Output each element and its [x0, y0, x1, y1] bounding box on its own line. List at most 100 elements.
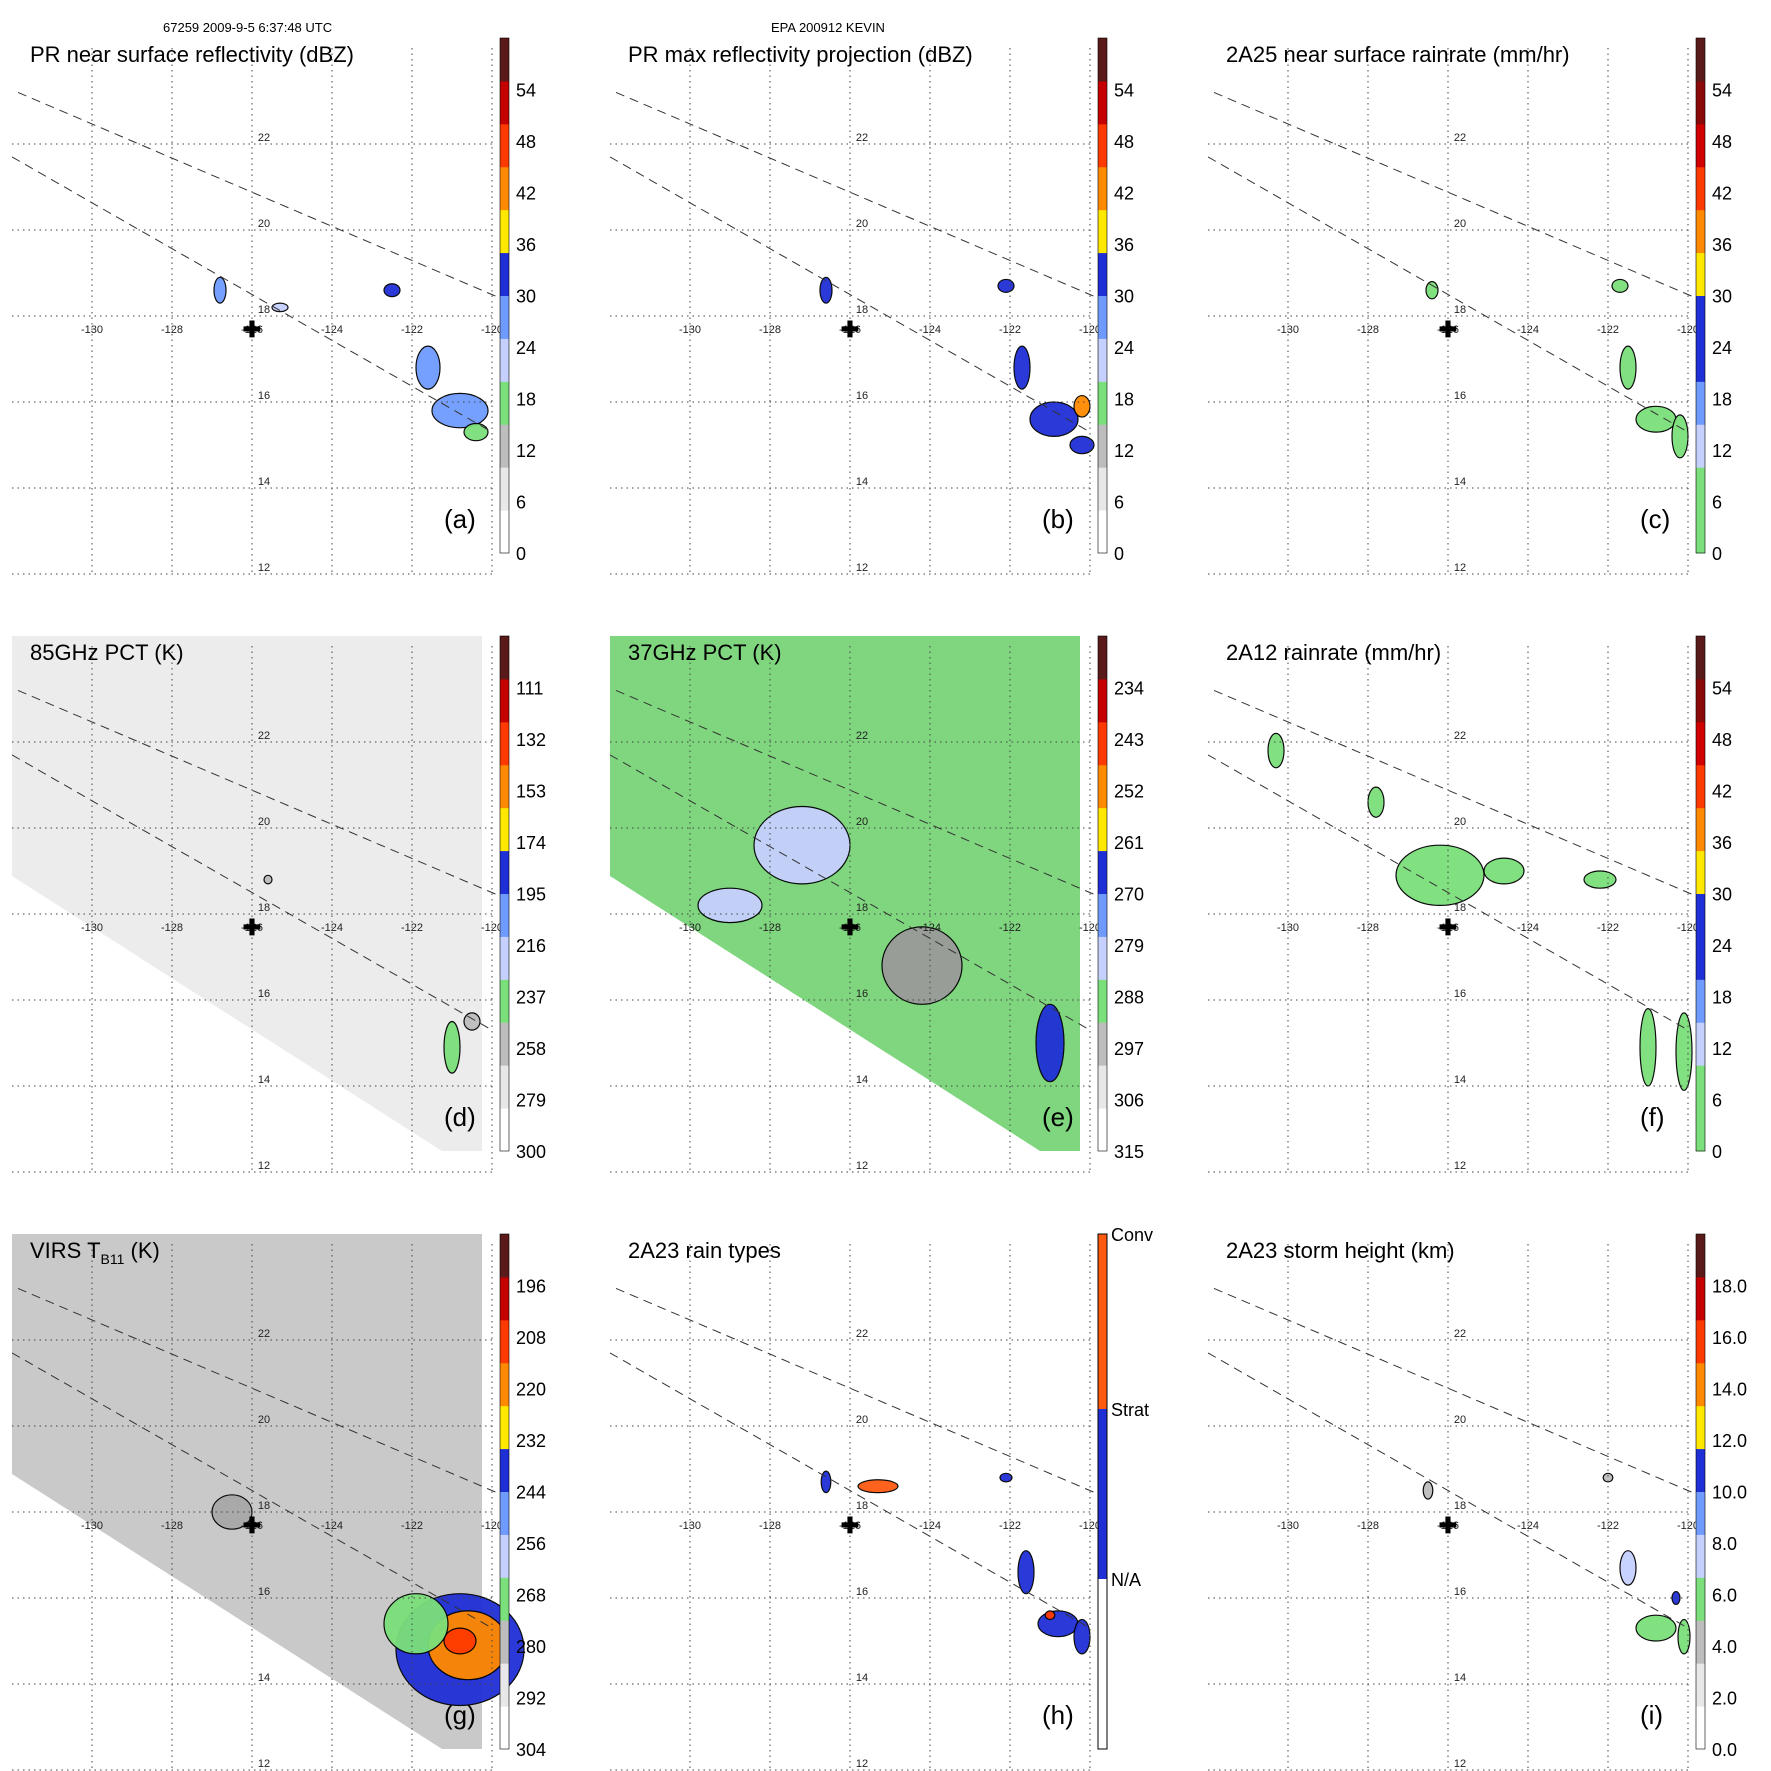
colorbar-tick-label: 304	[516, 1740, 546, 1760]
rain-feature	[1583, 870, 1617, 889]
rain-feature	[1425, 281, 1439, 300]
colorbar-tick-label: 48	[1712, 132, 1732, 152]
colorbar-segment	[1696, 1663, 1705, 1707]
colorbar-segment	[500, 209, 509, 254]
lat-tick-label: 12	[856, 1758, 868, 1770]
lon-tick-label: -126	[839, 922, 861, 934]
colorbar-tick-label: 300	[516, 1142, 546, 1162]
colorbar-tick-label: 208	[516, 1328, 546, 1348]
colorbar-segment	[1696, 381, 1705, 425]
colorbar-segment	[500, 80, 509, 125]
lon-tick-label: -130	[1277, 922, 1299, 934]
lat-tick-label: 12	[856, 1160, 868, 1172]
rain-feature	[431, 392, 489, 429]
swath-edge-line	[609, 754, 1091, 1031]
rain-feature	[271, 302, 289, 313]
colorbar-tick-label: 261	[1114, 833, 1144, 853]
colorbar-tick-label: 12	[1712, 1039, 1732, 1059]
colorbar: 0 6 12 18 24 30 36 42 48 54	[499, 37, 536, 564]
lon-tick-label: -128	[759, 324, 781, 336]
colorbar-frame	[1695, 1233, 1706, 1750]
colorbar-segment	[500, 1534, 509, 1578]
colorbar-tick-label: 270	[1114, 885, 1144, 905]
lon-tick-label: -124	[919, 1520, 941, 1532]
colorbar-tick-label: 0	[516, 544, 526, 564]
colorbar-segment	[1098, 338, 1107, 382]
lat-tick-label: 22	[1454, 132, 1466, 144]
colorbar-tick-label: 42	[1712, 782, 1732, 802]
storm-center-marker: ✚	[243, 915, 261, 940]
lat-tick-label: 18	[258, 304, 270, 316]
colorbar-tick-label: Conv	[1111, 1225, 1153, 1245]
rain-feature	[1639, 1008, 1657, 1087]
colorbar-tick-label: 16.0	[1712, 1328, 1747, 1348]
colorbar-tick-label: 54	[516, 81, 536, 101]
colorbar-segment	[500, 1276, 509, 1321]
colorbar-segment	[1696, 979, 1705, 1023]
colorbar-segment	[1696, 893, 1705, 937]
colorbar-tick-label: 153	[516, 782, 546, 802]
panel-title: 37GHz PCT (K)	[628, 640, 782, 665]
lon-tick-label: -126	[241, 922, 263, 934]
colorbar-segment	[1098, 807, 1107, 852]
lon-tick-label: -124	[919, 922, 941, 934]
storm-center-marker: ✚	[841, 1513, 859, 1538]
panel-title: PR max reflectivity projection (dBZ)	[628, 42, 973, 67]
colorbar-tick-label: 279	[1114, 936, 1144, 956]
colorbar-tick-label: 42	[1114, 184, 1134, 204]
swath-edge-line	[609, 1352, 1091, 1629]
rain-feature	[1037, 1610, 1079, 1638]
colorbar-segment	[1098, 1022, 1107, 1066]
colorbar-segment	[1098, 209, 1107, 254]
lon-tick-label: -120	[1079, 1520, 1101, 1532]
colorbar-segment	[500, 936, 509, 980]
lat-tick-label: 18	[258, 1500, 270, 1512]
rain-feature	[383, 1593, 449, 1655]
colorbar-segment	[500, 338, 509, 382]
colorbar-segment	[1696, 1706, 1705, 1750]
rain-feature	[1029, 401, 1079, 438]
colorbar-segment	[500, 979, 509, 1023]
colorbar-tick-label: 216	[516, 936, 546, 956]
swath-edge-line	[1207, 754, 1689, 1031]
colorbar-segment	[1098, 764, 1107, 809]
colorbar-tick-label: 18	[516, 390, 536, 410]
lat-tick-label: 22	[258, 132, 270, 144]
colorbar-frame	[499, 1233, 510, 1750]
panel-d: -130 -128 -126 -124 -122 -120 12 14 16 18 20 22 ✚ 85G…	[11, 635, 546, 1173]
swath-edge-line	[1207, 1352, 1689, 1629]
panel-h: -130 -128 -126 -124 -122 -120 12 14 16 18 20 22 ✚ 2A2…	[609, 1225, 1153, 1771]
colorbar-segment	[1098, 721, 1107, 766]
lon-tick-label: -120	[481, 324, 503, 336]
colorbar-tick-label: 36	[1114, 235, 1134, 255]
colorbar-tick-label: 12	[1712, 441, 1732, 461]
colorbar-segment	[1696, 1534, 1705, 1578]
panel-title: PR near surface reflectivity (dBZ)	[30, 42, 354, 67]
panel-title-unit: (K)	[124, 1238, 159, 1263]
lon-tick-label: -122	[999, 922, 1021, 934]
colorbar-segment	[1696, 1362, 1705, 1407]
swath-edge-line	[11, 754, 493, 1031]
panel-title: 2A25 near surface rainrate (mm/hr)	[1226, 42, 1570, 67]
colorbar-tick-label: 6	[1712, 1091, 1722, 1111]
lon-tick-label: -120	[1677, 922, 1699, 934]
colorbar-tick-label: 24	[1712, 936, 1732, 956]
colorbar-tick-label: 2.0	[1712, 1689, 1737, 1709]
colorbar-segment	[1696, 209, 1705, 254]
colorbar-tick-label: 244	[516, 1483, 546, 1503]
colorbar-segment	[500, 1022, 509, 1066]
rain-feature	[1035, 1003, 1065, 1083]
colorbar-tick-label: 54	[1114, 81, 1134, 101]
colorbar-segment	[500, 850, 509, 894]
panel-i: -130 -128 -126 -124 -122 -120 12 14 16 18 20 22 ✚ 2A2…	[1207, 1233, 1747, 1771]
lat-tick-label: 16	[258, 988, 270, 1000]
panel-f: -130 -128 -126 -124 -122 -120 12 14 16 18 20 22 ✚ 2A1…	[1207, 635, 1732, 1173]
colorbar-segment	[1098, 295, 1107, 339]
colorbar-tick-label: 6	[1114, 493, 1124, 513]
rain-feature	[213, 276, 227, 304]
lat-tick-label: 14	[1454, 1074, 1466, 1086]
lon-tick-label: -128	[161, 1520, 183, 1532]
rain-feature	[819, 276, 833, 304]
swath-edge-line	[11, 1352, 493, 1629]
colorbar-segment	[1696, 1234, 1705, 1278]
